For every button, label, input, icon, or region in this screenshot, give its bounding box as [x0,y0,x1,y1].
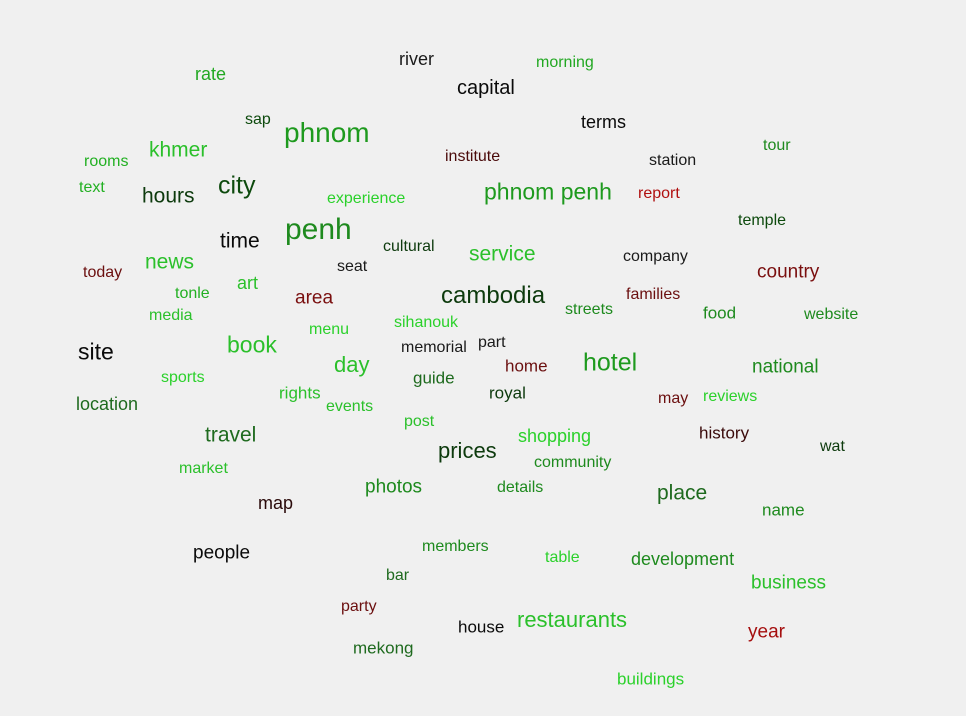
word-tour: tour [763,137,791,154]
word-home: home [505,356,548,376]
word-may: may [658,390,689,407]
word-place: place [657,481,708,505]
word-site: site [78,338,114,365]
word-part: part [478,334,506,351]
word-hotel: hotel [583,348,638,377]
word-post: post [404,413,435,430]
word-year: year [748,621,785,643]
word-seat: seat [337,258,368,275]
word-city: city [218,171,256,200]
word-art: art [237,273,259,293]
word-map: map [258,493,294,513]
word-service: service [469,242,536,266]
word-community: community [534,454,612,471]
word-capital: capital [457,77,515,99]
word-book: book [227,331,277,358]
word-media: media [149,307,193,324]
word-events: events [326,398,374,415]
word-guide: guide [413,368,455,388]
word-prices: prices [438,438,497,463]
word-cultural: cultural [383,238,435,255]
word-tonle: tonle [175,285,210,302]
word-members: members [422,538,489,555]
word-table: table [545,549,580,566]
word-restaurants: restaurants [517,607,628,632]
word-institute: institute [445,148,501,165]
word-cambodia: cambodia [441,282,546,309]
word-khmer: khmer [149,138,208,162]
word-company: company [623,248,688,265]
word-rooms: rooms [84,153,129,170]
word-national: national [752,356,819,378]
word-business: business [751,572,826,594]
word-families: families [626,286,681,303]
word-photos: photos [365,476,423,498]
word-menu: menu [309,321,350,338]
word-rate: rate [195,64,227,84]
word-reviews: reviews [703,388,758,405]
word-streets: streets [565,301,614,318]
word-text: text [79,179,105,196]
word-temple: temple [738,212,787,229]
word-wat: wat [820,438,845,455]
word-day: day [334,352,370,377]
word-today: today [83,264,123,281]
word-market: market [179,460,228,477]
word-rights: rights [279,383,321,403]
word-mekong: mekong [353,638,414,658]
word-history: history [699,423,750,443]
word-sihanouk: sihanouk [394,314,459,331]
word-report: report [638,185,680,202]
word-travel: travel [205,423,257,447]
word-food: food [703,303,737,323]
word-name: name [762,500,805,520]
word-details: details [497,479,544,496]
word-royal: royal [489,383,526,403]
word-development: development [631,549,735,569]
word-terms: terms [581,112,626,132]
word-river: river [399,49,434,69]
word-shopping: shopping [518,426,592,446]
word-hours: hours [142,184,195,208]
word-penh: penh [285,213,352,246]
word-house: house [458,617,505,637]
word-people: people [193,542,251,564]
word-time: time [220,229,260,253]
word-buildings: buildings [617,669,685,689]
word-station: station [649,152,697,169]
word-morning: morning [536,54,594,71]
word-location: location [76,394,139,414]
word-country: country [757,261,820,283]
word-news: news [145,250,195,274]
word-party: party [341,598,377,615]
word-website: website [804,306,859,323]
word-bar: bar [386,567,410,584]
word-sports: sports [161,369,205,386]
word-sap: sap [245,111,271,128]
word-phnom: phnom [284,117,370,148]
word-memorial: memorial [401,339,467,356]
word-area: area [295,287,334,309]
word-experience: experience [327,190,406,207]
word-phnom-penh: phnom penh [484,178,612,205]
